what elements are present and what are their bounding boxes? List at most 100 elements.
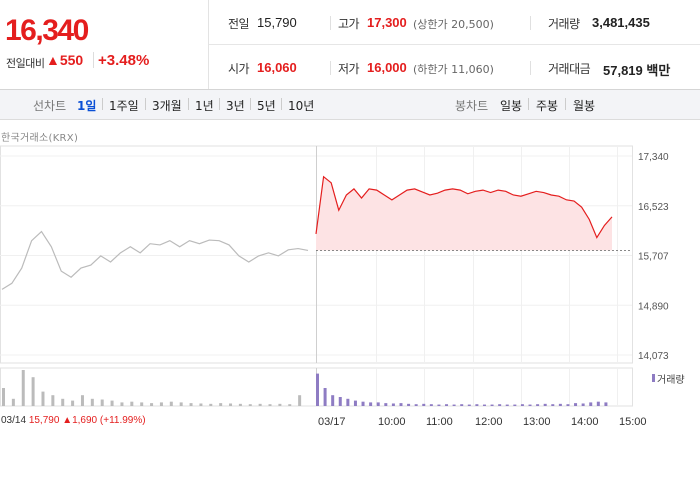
volume-bar xyxy=(437,404,441,406)
volume-bar xyxy=(452,404,456,406)
x-tick-label: 03/17 xyxy=(318,416,346,428)
volume-bar xyxy=(505,404,509,406)
today-fill xyxy=(316,176,612,251)
change-percent: +3.48% xyxy=(98,52,150,69)
x-tick-label: 13:00 xyxy=(523,416,551,428)
volume-bar xyxy=(209,403,213,406)
volume-bar xyxy=(288,404,292,406)
price-chart[interactable]: 17,340 16,523 15,707 14,890 14,073 03/17 10:0… xyxy=(0,120,700,440)
tab-monthly-candle[interactable]: 월봉 xyxy=(573,99,596,113)
summary-close: 15,790 xyxy=(28,415,60,426)
volume-bar xyxy=(551,404,555,406)
volume-bar xyxy=(110,400,114,406)
divider xyxy=(102,98,103,110)
volume-bar xyxy=(316,373,319,406)
x-tick-label: 10:00 xyxy=(378,416,406,428)
volume-bar xyxy=(21,370,25,406)
y-tick-label: 14,890 xyxy=(638,301,669,312)
x-tick-label: 15:00 xyxy=(619,416,647,428)
volume-bar xyxy=(346,398,350,406)
x-tick-label: 14:00 xyxy=(571,416,599,428)
volume-bar xyxy=(490,404,494,406)
volume-bar xyxy=(369,402,373,406)
tab-3year[interactable]: 3년 xyxy=(226,99,245,113)
tab-5year[interactable]: 5년 xyxy=(257,99,276,113)
up-arrow-icon: ▲ xyxy=(62,415,73,426)
divider xyxy=(530,16,531,30)
volume-bar xyxy=(100,399,104,406)
tab-1year[interactable]: 1년 xyxy=(195,99,214,113)
volume-bar xyxy=(407,403,411,406)
volume-bar xyxy=(376,402,380,406)
volume-bar xyxy=(596,401,600,406)
y-tick-label: 15,707 xyxy=(638,252,669,263)
volume-bar xyxy=(323,388,327,406)
low-label: 저가 xyxy=(338,62,360,76)
tab-3month[interactable]: 3개월 xyxy=(152,99,182,113)
trade-amount-label: 거래대금 xyxy=(548,62,591,76)
tab-daily-candle[interactable]: 일봉 xyxy=(500,99,523,113)
volume-bar xyxy=(229,403,233,406)
x-tick-label: 11:00 xyxy=(426,416,453,428)
volume-bar xyxy=(467,404,471,406)
upper-limit: (상한가 20,500) xyxy=(413,18,494,31)
divider xyxy=(528,98,529,110)
volume-bar xyxy=(581,403,585,406)
volume-bar xyxy=(589,402,593,406)
chart-tab-bar xyxy=(0,90,700,120)
trade-amount-value: 57,819 백만 xyxy=(603,63,671,78)
volume-bar xyxy=(248,404,252,406)
volume-bar xyxy=(278,403,282,406)
divider xyxy=(330,61,331,75)
volume-bar xyxy=(199,403,203,406)
divider xyxy=(565,98,566,110)
volume-bar xyxy=(268,404,272,406)
volume-bar xyxy=(414,404,418,406)
open-label: 시가 xyxy=(228,62,250,76)
y-tick-label: 14,073 xyxy=(638,351,669,362)
volume-bar xyxy=(189,403,193,406)
volume-bar xyxy=(61,398,65,406)
volume-legend: 거래량 xyxy=(657,375,685,386)
volume-bar xyxy=(520,404,524,406)
volume-label: 거래량 xyxy=(548,17,580,31)
volume-bar xyxy=(353,400,357,406)
volume-legend-swatch xyxy=(652,374,655,382)
volume-bar xyxy=(445,404,449,406)
volume-bar xyxy=(120,402,124,406)
volume-bar xyxy=(399,403,403,406)
volume-bar xyxy=(331,395,335,406)
x-tick-label: 12:00 xyxy=(475,416,503,428)
volume-bar xyxy=(80,395,84,406)
chart-grid xyxy=(0,145,633,407)
volume-bar xyxy=(130,401,134,406)
high-label: 고가 xyxy=(338,17,360,31)
today-line xyxy=(315,175,613,239)
prev-day-summary: 03/14 15,790 ▲1,690 (+11.99%) xyxy=(1,415,146,426)
prev-close-label: 전일 xyxy=(228,17,250,31)
change-amount: 550 xyxy=(59,52,84,68)
volume-value: 3,481,435 xyxy=(592,15,650,30)
volume-bar xyxy=(169,401,173,406)
x-axis-ticks: 03/17 10:00 11:00 12:00 13:00 14:00 15:00 xyxy=(318,416,647,428)
volume-bar xyxy=(566,404,570,406)
tab-1week[interactable]: 1주일 xyxy=(109,99,139,113)
volume-bar xyxy=(11,398,15,406)
volume-bar xyxy=(460,404,464,406)
divider xyxy=(188,98,189,110)
volume-bar xyxy=(71,400,75,406)
low-value: 16,000 xyxy=(367,60,407,75)
volume-bar xyxy=(498,404,502,406)
tab-10year[interactable]: 10년 xyxy=(288,99,315,113)
tab-weekly-candle[interactable]: 주봉 xyxy=(536,99,559,113)
volume-bar xyxy=(422,403,426,406)
price-box xyxy=(0,0,209,89)
line-chart-label: 선차트 xyxy=(33,99,67,113)
candle-chart-label: 봉차트 xyxy=(455,99,489,113)
volume-bar xyxy=(338,397,342,406)
volume-bar xyxy=(150,403,154,406)
market-label: 한국거래소(KRX) xyxy=(1,133,79,144)
stats-divider xyxy=(209,44,700,45)
tab-1day[interactable]: 1일 xyxy=(77,99,97,113)
volume-bar xyxy=(31,377,35,406)
